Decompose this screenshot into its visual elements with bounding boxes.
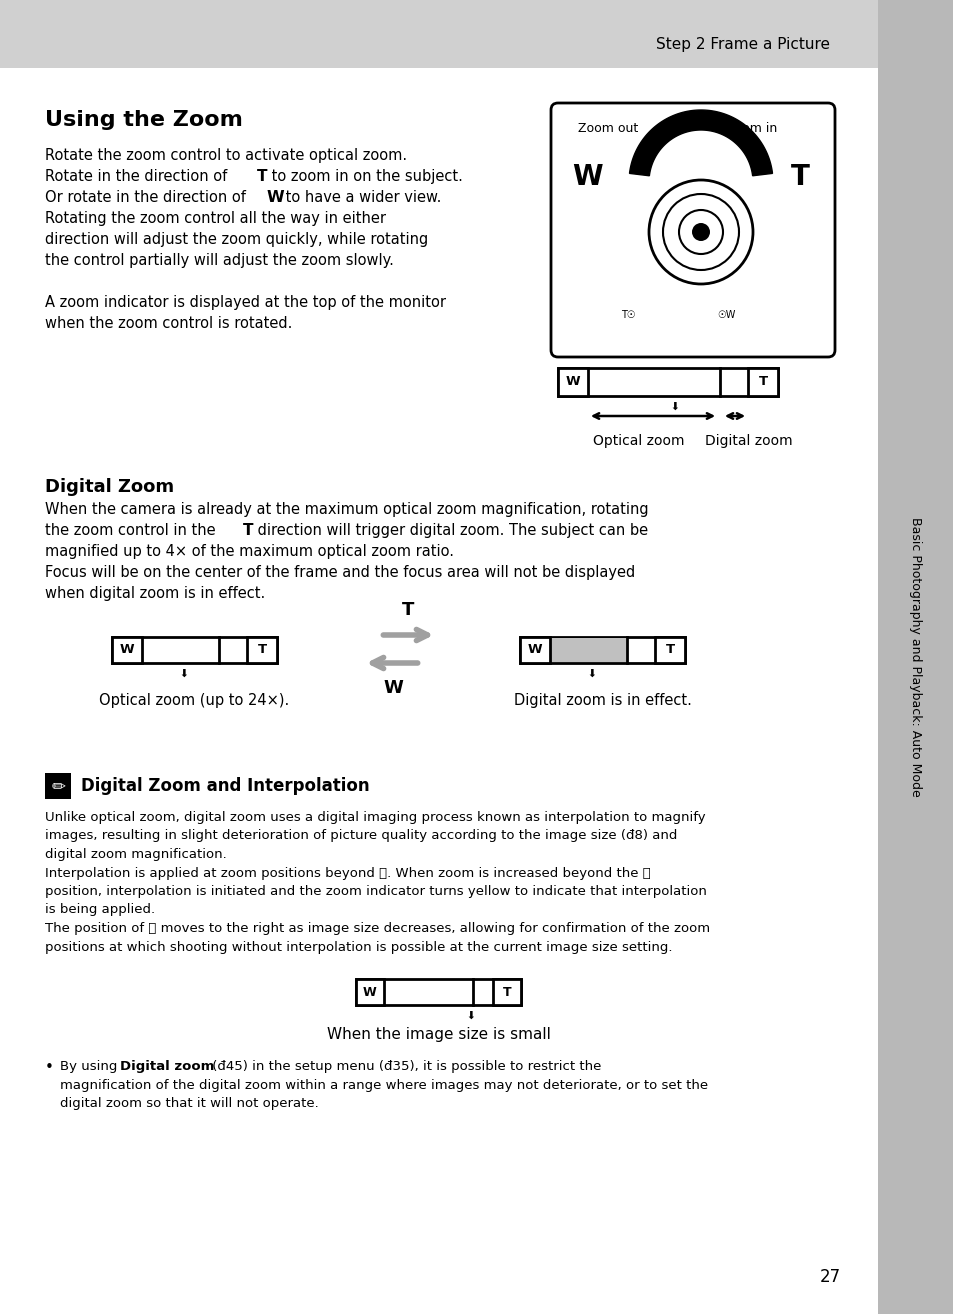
Text: T: T (502, 986, 511, 999)
Text: T: T (243, 523, 253, 537)
Text: T: T (256, 170, 267, 184)
Text: •: • (45, 1060, 53, 1075)
Text: W: W (565, 376, 579, 389)
Text: positions at which shooting without interpolation is possible at the current ima: positions at which shooting without inte… (45, 941, 672, 954)
Text: the control partially will adjust the zoom slowly.: the control partially will adjust the zo… (45, 254, 394, 268)
Bar (112, 637, 142, 664)
Text: Rotate in the direction of: Rotate in the direction of (45, 170, 232, 184)
Text: Basic Photography and Playback: Auto Mode: Basic Photography and Playback: Auto Mod… (908, 518, 922, 796)
Text: ⬆: ⬆ (176, 665, 186, 675)
Text: By using: By using (60, 1060, 121, 1074)
Text: digital zoom magnification.: digital zoom magnification. (45, 848, 227, 861)
Text: Zoom in: Zoom in (725, 122, 777, 135)
Bar (493, 979, 520, 1005)
Text: to have a wider view.: to have a wider view. (281, 191, 441, 205)
Text: ⬆: ⬆ (666, 398, 676, 409)
Bar (655, 637, 684, 664)
Bar (247, 637, 276, 664)
Text: ✏: ✏ (51, 777, 65, 795)
Text: the zoom control in the: the zoom control in the (45, 523, 220, 537)
Bar (355, 979, 520, 1005)
Text: Step 2 Frame a Picture: Step 2 Frame a Picture (656, 38, 829, 53)
Text: Optical zoom (up to 24×).: Optical zoom (up to 24×). (99, 692, 290, 708)
Text: Zoom out: Zoom out (578, 122, 638, 135)
Bar (519, 637, 684, 664)
Text: direction will adjust the zoom quickly, while rotating: direction will adjust the zoom quickly, … (45, 233, 428, 247)
Text: A zoom indicator is displayed at the top of the monitor: A zoom indicator is displayed at the top… (45, 296, 446, 310)
Text: Digital Zoom and Interpolation: Digital Zoom and Interpolation (81, 777, 369, 795)
Bar (355, 979, 384, 1005)
Text: W: W (572, 163, 602, 191)
Text: W: W (383, 679, 403, 696)
Text: when digital zoom is in effect.: when digital zoom is in effect. (45, 586, 265, 600)
Text: T: T (665, 644, 674, 657)
Bar (550, 639, 626, 662)
Text: is being applied.: is being applied. (45, 904, 155, 916)
Text: (đ45) in the setup menu (đ35), it is possible to restrict the: (đ45) in the setup menu (đ35), it is pos… (208, 1060, 600, 1074)
Bar (877, 0, 953, 1314)
Text: T: T (758, 376, 767, 389)
Text: to zoom in on the subject.: to zoom in on the subject. (267, 170, 462, 184)
Text: 27: 27 (819, 1268, 840, 1286)
Text: ☉W: ☉W (716, 310, 735, 321)
Text: T☉: T☉ (620, 310, 635, 321)
Text: images, resulting in slight deterioration of picture quality according to the im: images, resulting in slight deterioratio… (45, 829, 677, 842)
Text: W: W (527, 644, 541, 657)
Text: T: T (790, 163, 809, 191)
Bar (558, 368, 587, 396)
Text: position, interpolation is initiated and the zoom indicator turns yellow to indi: position, interpolation is initiated and… (45, 886, 706, 897)
Text: Digital Zoom: Digital Zoom (45, 478, 174, 495)
Bar (45, 773, 71, 799)
FancyBboxPatch shape (551, 102, 834, 357)
Text: The position of ⬜ moves to the right as image size decreases, allowing for confi: The position of ⬜ moves to the right as … (45, 922, 709, 936)
Text: magnification of the digital zoom within a range where images may not deteriorat: magnification of the digital zoom within… (60, 1079, 707, 1092)
Bar (112, 637, 276, 664)
Text: magnified up to 4× of the maximum optical zoom ratio.: magnified up to 4× of the maximum optica… (45, 544, 454, 558)
Text: Rotate the zoom control to activate optical zoom.: Rotate the zoom control to activate opti… (45, 148, 407, 163)
Text: T: T (402, 600, 415, 619)
Bar (0, 0, 877, 68)
Text: T: T (257, 644, 266, 657)
Bar (519, 637, 550, 664)
Text: digital zoom so that it will not operate.: digital zoom so that it will not operate… (60, 1097, 318, 1110)
Text: Unlike optical zoom, digital zoom uses a digital imaging process known as interp: Unlike optical zoom, digital zoom uses a… (45, 811, 705, 824)
Text: W: W (267, 191, 284, 205)
Text: Or rotate in the direction of: Or rotate in the direction of (45, 191, 251, 205)
Text: When the image size is small: When the image size is small (326, 1028, 550, 1042)
Text: Interpolation is applied at zoom positions beyond ⬜. When zoom is increased beyo: Interpolation is applied at zoom positio… (45, 866, 650, 879)
Text: ⬆: ⬆ (583, 665, 593, 675)
Text: when the zoom control is rotated.: when the zoom control is rotated. (45, 315, 292, 331)
Text: ⬆: ⬆ (463, 1007, 472, 1017)
Polygon shape (629, 110, 772, 176)
Text: Rotating the zoom control all the way in either: Rotating the zoom control all the way in… (45, 212, 386, 226)
Text: When the camera is already at the maximum optical zoom magnification, rotating: When the camera is already at the maximu… (45, 502, 648, 516)
Text: W: W (363, 986, 376, 999)
Text: Digital zoom is in effect.: Digital zoom is in effect. (513, 692, 691, 708)
Text: Digital zoom: Digital zoom (704, 434, 792, 448)
Text: direction will trigger digital zoom. The subject can be: direction will trigger digital zoom. The… (253, 523, 647, 537)
Bar (747, 368, 778, 396)
Text: W: W (119, 644, 134, 657)
Circle shape (691, 223, 709, 240)
Text: Using the Zoom: Using the Zoom (45, 110, 243, 130)
Bar (558, 368, 778, 396)
Text: Optical zoom: Optical zoom (593, 434, 684, 448)
Text: Focus will be on the center of the frame and the focus area will not be displaye: Focus will be on the center of the frame… (45, 565, 635, 579)
Text: Digital zoom: Digital zoom (120, 1060, 214, 1074)
